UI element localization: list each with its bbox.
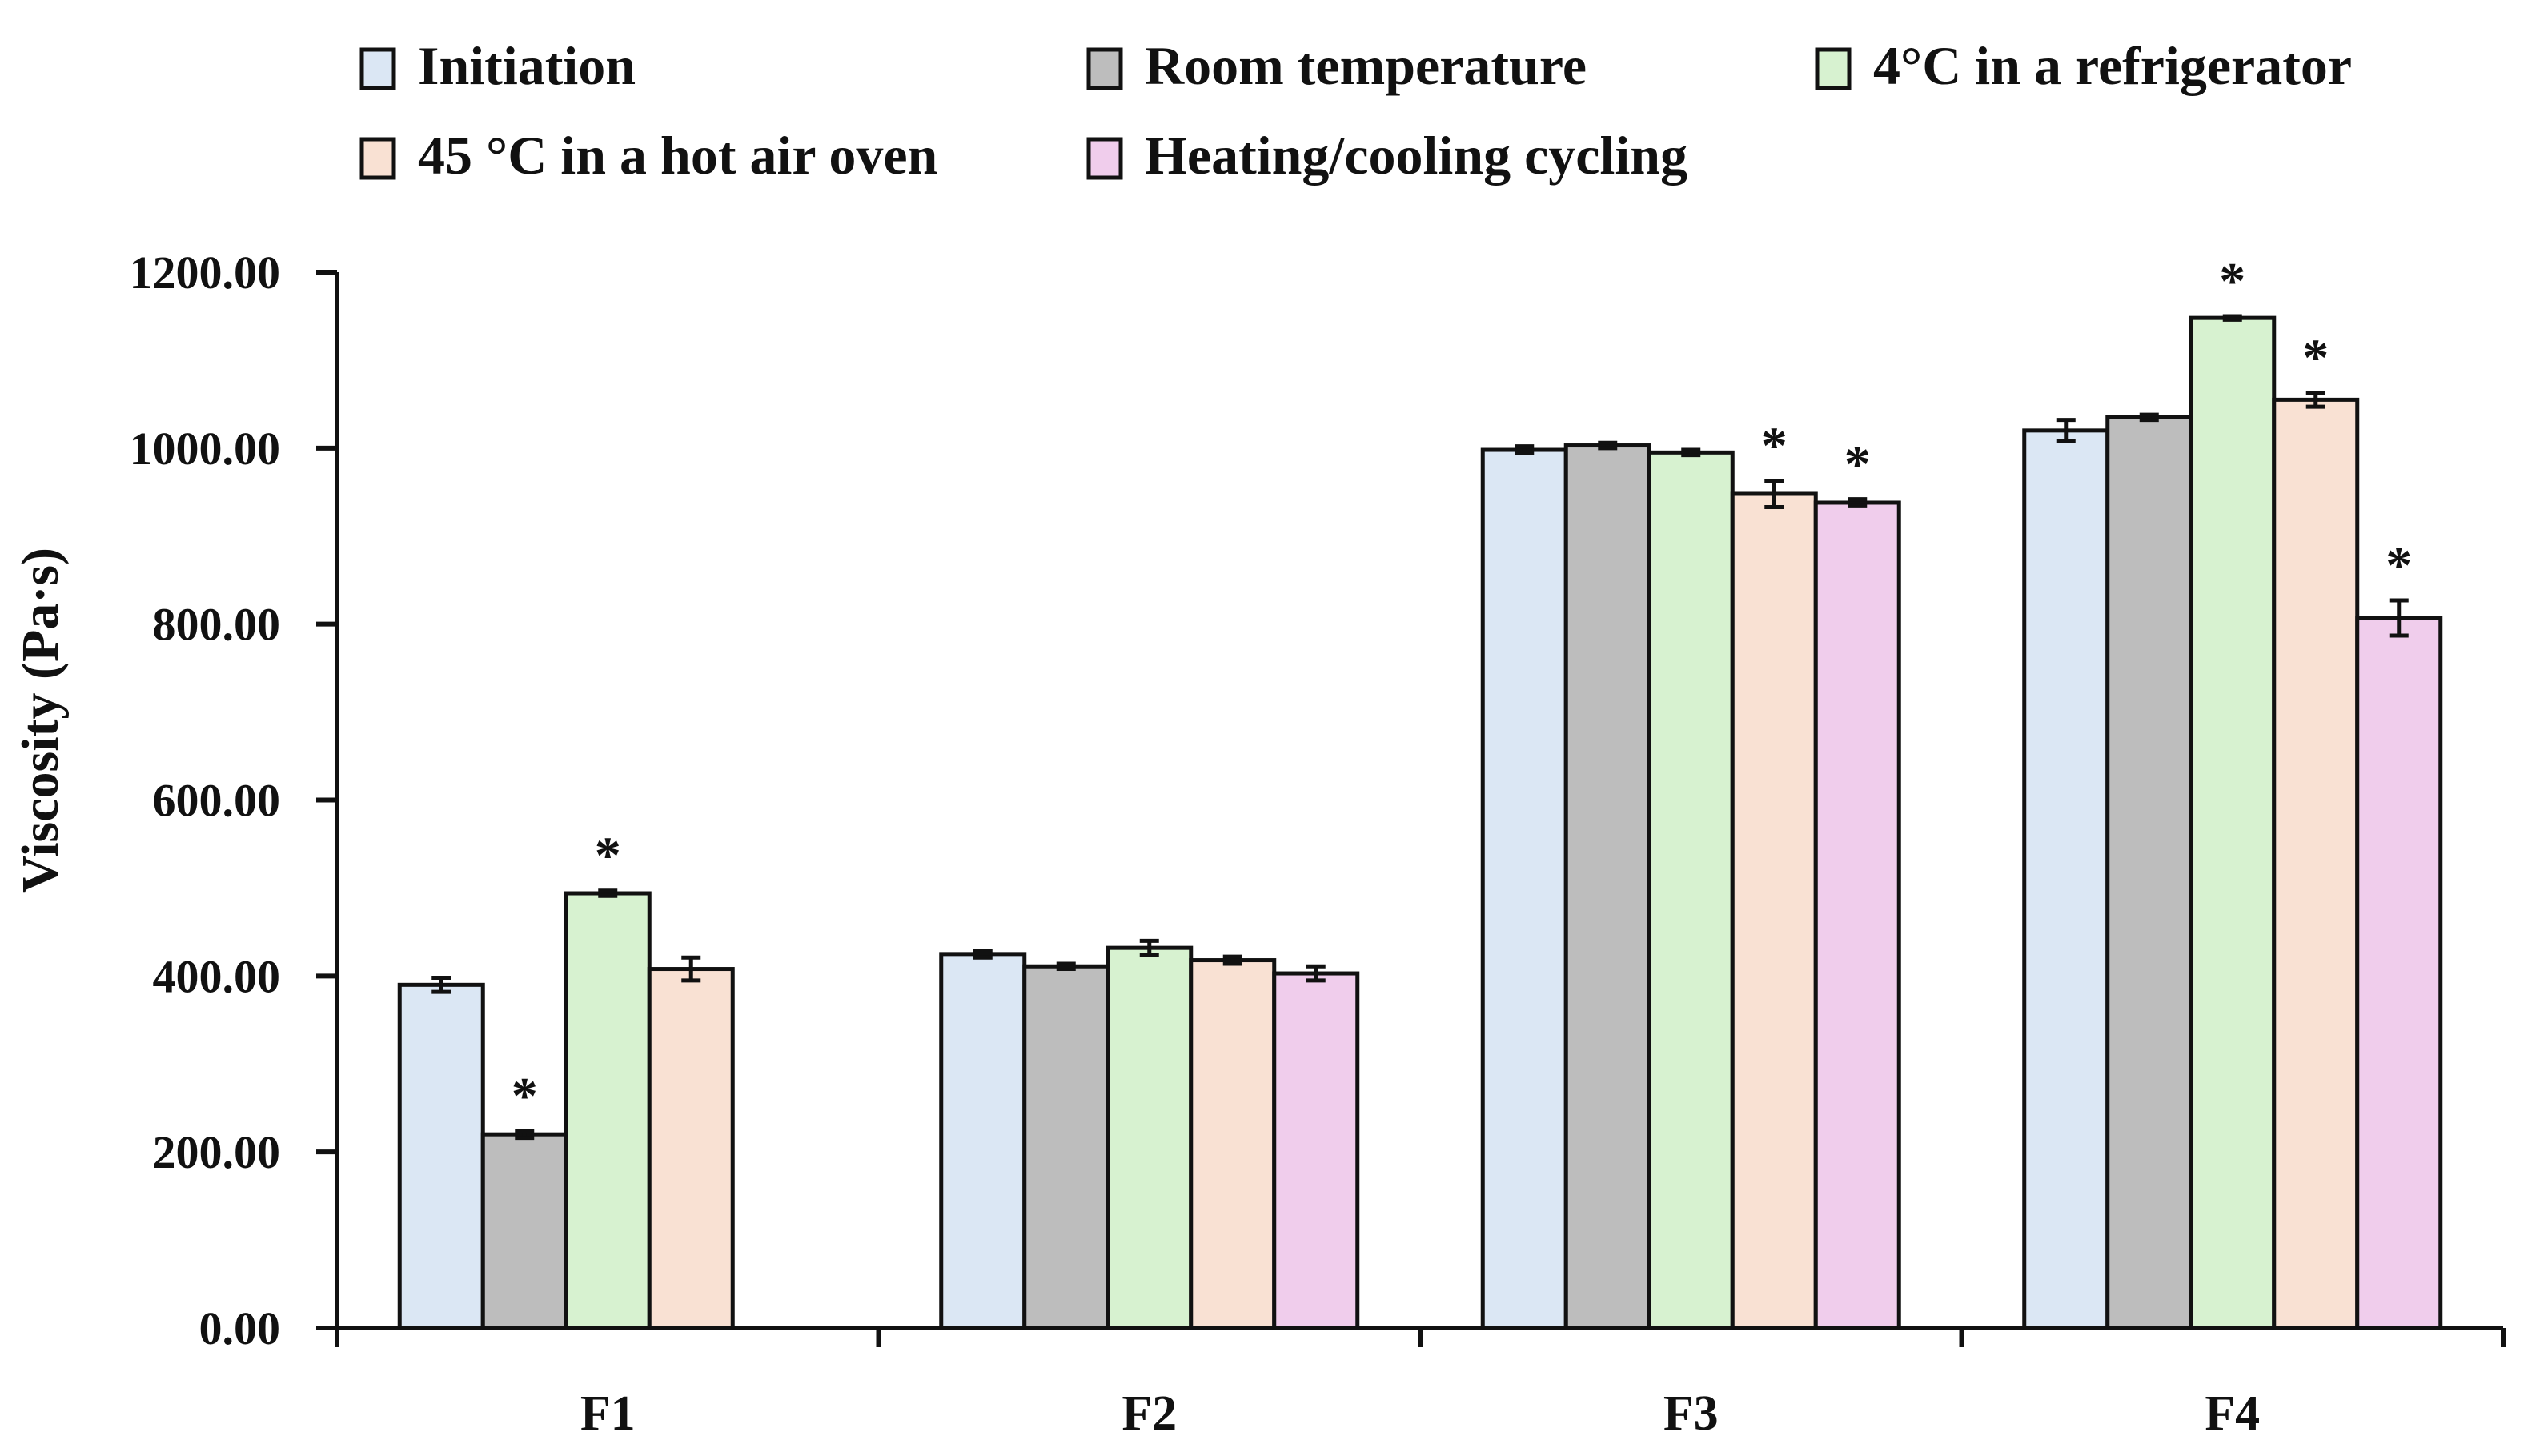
x-tick-label-f1: F1	[580, 1386, 636, 1441]
y-tick-label: 1200.00	[130, 247, 281, 299]
bar-f4-45-c-in-a-hot-air-oven	[2272, 397, 2360, 1330]
bar-f2-4-c-in-a-refrigerator	[1106, 945, 1194, 1330]
significance-star: *	[1761, 417, 1788, 475]
significance-star: *	[2302, 329, 2329, 387]
bar-f2-room-temperature	[1022, 964, 1110, 1330]
y-tick-label: 800.00	[153, 599, 281, 651]
bar-f4-4-c-in-a-refrigerator	[2189, 315, 2277, 1330]
legend-label-room-temperature: Room temperature	[1145, 35, 1587, 96]
bar-f1-45-c-in-a-hot-air-oven	[647, 967, 735, 1330]
legend-label-4-c-in-a-refrigerator: 4°C in a refrigerator	[1873, 35, 2352, 96]
significance-star: *	[512, 1067, 538, 1125]
bar-f2-45-c-in-a-hot-air-oven	[1189, 958, 1277, 1330]
y-tick-label: 400.00	[153, 950, 281, 1002]
y-tick-label: 1000.00	[130, 423, 281, 475]
x-tick-label-f4: F4	[2205, 1386, 2260, 1441]
bar-f2-heating-cooling-cycling	[1272, 971, 1360, 1330]
bar-f4-heating-cooling-cycling	[2355, 616, 2443, 1330]
bar-f1-room-temperature	[480, 1132, 568, 1330]
legend-swatch-initiation	[359, 47, 396, 90]
legend-swatch-room-temperature	[1086, 47, 1123, 90]
legend-swatch-4-c-in-a-refrigerator	[1815, 47, 1852, 90]
bar-f3-heating-cooling-cycling	[1813, 500, 1901, 1330]
x-tick-label-f2: F2	[1122, 1386, 1177, 1441]
y-tick-label: 200.00	[153, 1126, 281, 1178]
x-tick-label-f3: F3	[1663, 1386, 1719, 1441]
significance-star: *	[595, 827, 621, 885]
significance-star: *	[1844, 435, 1871, 494]
bar-f3-4-c-in-a-refrigerator	[1647, 450, 1735, 1330]
bar-f2-initiation	[939, 952, 1027, 1330]
bar-f3-initiation	[1480, 447, 1568, 1330]
significance-star: *	[2386, 536, 2412, 595]
y-axis: 0.00 200.00 400.00 600.00 800.00 1000.00 1200.…	[130, 247, 339, 1354]
bar-f3-room-temperature	[1563, 443, 1651, 1330]
bar-f3-45-c-in-a-hot-air-oven	[1730, 491, 1818, 1330]
bar-f1-4-c-in-a-refrigerator	[564, 891, 652, 1330]
y-tick-label: 600.00	[153, 775, 281, 827]
legend-swatch-heating-cooling-cycling	[1086, 137, 1123, 180]
plot-area: * * * * * * *	[397, 252, 2443, 1330]
bar-f4-room-temperature	[2105, 415, 2193, 1330]
significance-star: *	[2219, 252, 2245, 311]
legend-swatch-45-c-in-a-hot-air-oven	[359, 137, 396, 180]
y-tick-label: 0.00	[199, 1302, 281, 1354]
legend-label-initiation: Initiation	[418, 35, 636, 96]
legend-label-heating-cooling-cycling: Heating/cooling cycling	[1145, 125, 1687, 186]
legend-label-45-c-in-a-hot-air-oven: 45 °C in a hot air oven	[418, 125, 937, 186]
bar-f4-initiation	[2022, 428, 2110, 1330]
bar-f1-initiation	[397, 982, 485, 1330]
legend: Initiation Room temperature 4°C in a refri…	[359, 35, 2352, 186]
y-axis-title: Viscosity (Pa·s)	[11, 548, 70, 893]
x-axis: F1 F2 F3 F4	[335, 1326, 2506, 1441]
